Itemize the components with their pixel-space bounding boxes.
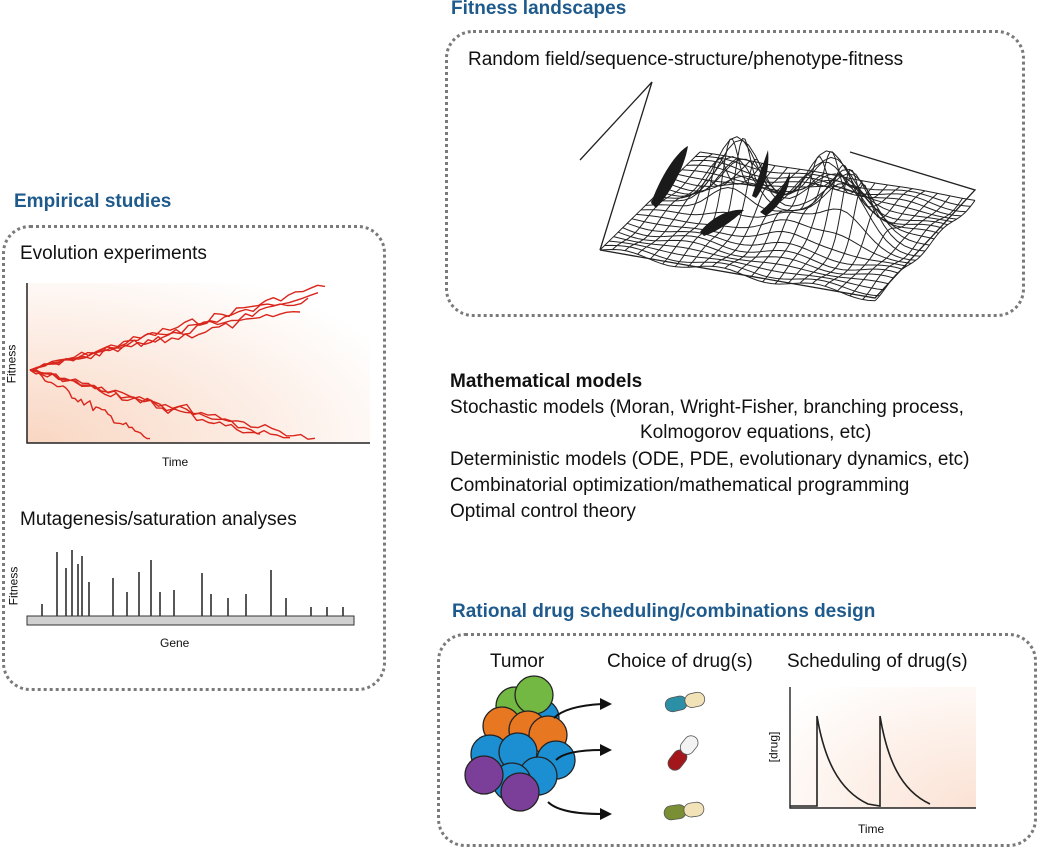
evolution-plot-background bbox=[27, 283, 370, 443]
landscape-mesh-line-v bbox=[849, 195, 951, 297]
math-models-title: Mathematical models bbox=[450, 371, 643, 392]
landscape-mesh-line-v bbox=[837, 193, 938, 292]
landscape-mesh-line-v bbox=[874, 200, 976, 302]
fitness-trajectory bbox=[29, 369, 290, 439]
evolution-plot-axes bbox=[26, 283, 370, 444]
drug-design-heading: Rational drug scheduling/combinations de… bbox=[452, 601, 876, 622]
landscape-mesh-line-v bbox=[824, 190, 926, 287]
fitness-landscapes-subtitle: Random field/sequence-structure/phenotyp… bbox=[468, 49, 904, 70]
choice-of-drugs-label: Choice of drug(s) bbox=[607, 651, 753, 672]
math-models-line-2: Kolmogorov equations, etc) bbox=[640, 422, 872, 443]
mutagenesis-title: Mutagenesis/saturation analyses bbox=[20, 509, 297, 530]
fitness-landscapes-box bbox=[445, 30, 1025, 317]
landscape-mesh-line-u bbox=[677, 173, 953, 223]
landscape-mesh-line-u bbox=[681, 169, 957, 220]
landscape-mesh-line-u bbox=[668, 150, 944, 229]
evolution-experiments-title: Evolution experiments bbox=[20, 243, 207, 264]
scheduling-plot-ylabel: [drug] bbox=[766, 731, 781, 763]
arrow-to-drug-3 bbox=[547, 801, 603, 815]
scheduling-plot-background bbox=[790, 687, 976, 808]
landscape-mesh-line-v bbox=[762, 151, 863, 283]
landscape-peak-shadow-4 bbox=[700, 209, 744, 236]
fitness-trajectory bbox=[29, 311, 301, 371]
fitness-trajectory bbox=[29, 284, 326, 371]
math-models-line-3: Deterministic models (ODE, PDE, evolutio… bbox=[450, 449, 970, 470]
landscape-mesh-line-u bbox=[699, 151, 976, 201]
arrow-head-2 bbox=[600, 744, 612, 756]
landscape-mesh-line-u bbox=[695, 156, 971, 207]
math-models-line-4: Combinatorial optimization/mathematical … bbox=[450, 475, 910, 496]
drug-design-box bbox=[437, 633, 1037, 847]
fitness-trajectory bbox=[29, 297, 309, 371]
landscape-mesh-line-v bbox=[799, 169, 901, 284]
tumor-cell bbox=[514, 675, 554, 715]
tumor-cell bbox=[500, 772, 540, 812]
empirical-studies-box bbox=[2, 225, 386, 691]
arrow-to-drug-2 bbox=[555, 749, 603, 761]
scheduling-plot-axes bbox=[789, 687, 976, 809]
fitness-trajectory bbox=[29, 369, 150, 440]
capsule-olive-icon bbox=[663, 801, 705, 821]
tumor-label: Tumor bbox=[490, 651, 545, 672]
landscape-mesh-line-v bbox=[862, 198, 963, 300]
math-models-line-1: Stochastic models (Moran, Wright-Fisher,… bbox=[450, 397, 964, 418]
empirical-studies-heading: Empirical studies bbox=[14, 191, 172, 212]
landscape-peak-shadow-1 bbox=[651, 146, 688, 208]
landscape-mesh-line-u bbox=[672, 156, 948, 226]
evolution-plot-xlabel: Time bbox=[162, 455, 189, 469]
math-models-line-5: Optimal control theory bbox=[450, 501, 636, 522]
landscape-mesh-line-u bbox=[690, 159, 966, 213]
mutagenesis-xlabel: Gene bbox=[160, 636, 190, 650]
landscape-back-wall bbox=[579, 81, 653, 251]
arrow-to-drug-1 bbox=[553, 703, 603, 719]
capsule-teal-icon bbox=[664, 691, 706, 713]
landscape-peak-shadow-3 bbox=[760, 172, 790, 216]
drug-concentration-curve bbox=[790, 715, 931, 807]
scheduling-of-drugs-label: Scheduling of drug(s) bbox=[787, 651, 968, 672]
fitness-landscapes-heading: Fitness landscapes bbox=[451, 0, 627, 19]
scheduling-plot-xlabel: Time bbox=[858, 822, 885, 836]
tumor-cell bbox=[464, 755, 504, 795]
landscape-peak-shadow-2 bbox=[752, 150, 769, 198]
fitness-trajectory bbox=[29, 369, 261, 435]
landscape-mesh-line-u bbox=[686, 164, 962, 217]
fitness-trajectory bbox=[29, 369, 316, 440]
arrow-head-3 bbox=[600, 808, 612, 820]
arrow-head-1 bbox=[600, 698, 612, 710]
landscape-mesh-line-v bbox=[812, 183, 913, 284]
capsule-red-icon bbox=[667, 735, 699, 771]
gene-bar bbox=[26, 615, 355, 626]
